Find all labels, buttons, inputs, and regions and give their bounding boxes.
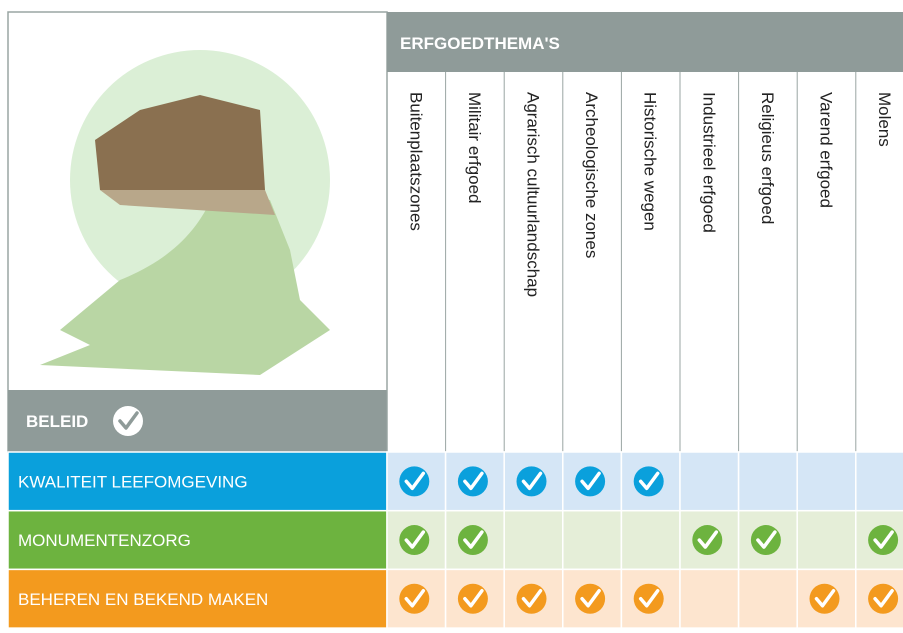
check-icon [399,466,429,496]
check-circle [634,584,664,614]
check-icon [868,525,898,555]
cell [680,452,739,511]
check-icon [575,466,605,496]
cell [797,452,856,511]
cell [739,452,798,511]
cell [504,511,563,570]
check-circle [399,584,429,614]
check-circle [868,584,898,614]
check-icon [399,584,429,614]
cell [621,511,680,570]
check-circle [458,525,488,555]
check-icon [399,525,429,555]
check-circle [692,525,722,555]
check-icon [458,466,488,496]
check-circle [751,525,781,555]
column-label: Agrarisch cultuurlandschap [524,92,543,297]
check-circle [399,525,429,555]
cell [739,569,798,628]
row-label: MONUMENTENZORG [18,531,191,550]
check-circle [458,584,488,614]
check-circle [399,466,429,496]
cell [563,511,622,570]
column-label: Industrieel erfgoed [699,92,718,233]
check-icon [692,525,722,555]
check-icon [751,525,781,555]
matrix: BELEID ERFGOEDTHEMA'S Buitenplaatszones M… [0,0,903,628]
column-label: Militair erfgoed [465,92,484,204]
check-circle [458,466,488,496]
column-label: Buitenplaatszones [406,92,425,231]
policy-icon [113,406,143,436]
check-circle [517,466,547,496]
check-icon [634,584,664,614]
column-label: Molens [875,92,894,147]
cell [680,569,739,628]
check-circle [868,525,898,555]
cell [797,511,856,570]
policy-label: BELEID [26,412,88,431]
check-icon [458,584,488,614]
check-icon [810,584,840,614]
check-icon [517,466,547,496]
check-circle [810,584,840,614]
check-icon [517,584,547,614]
check-icon [575,584,605,614]
row-label: KWALITEIT LEEFOMGEVING [18,472,248,491]
check-circle [575,584,605,614]
header-title: ERFGOEDTHEMA'S [400,34,560,53]
cell [856,452,903,511]
check-icon [458,525,488,555]
column-label: Historische wegen [641,92,660,231]
check-circle [575,466,605,496]
check-icon [634,466,664,496]
column-label: Religieus erfgoed [758,92,777,224]
check-icon [868,584,898,614]
column-label: Archeologische zones [582,92,601,258]
check-circle [517,584,547,614]
row-label: BEHEREN EN BEKEND MAKEN [18,590,268,609]
column-label: Varend erfgoed [817,92,836,208]
check-circle [634,466,664,496]
